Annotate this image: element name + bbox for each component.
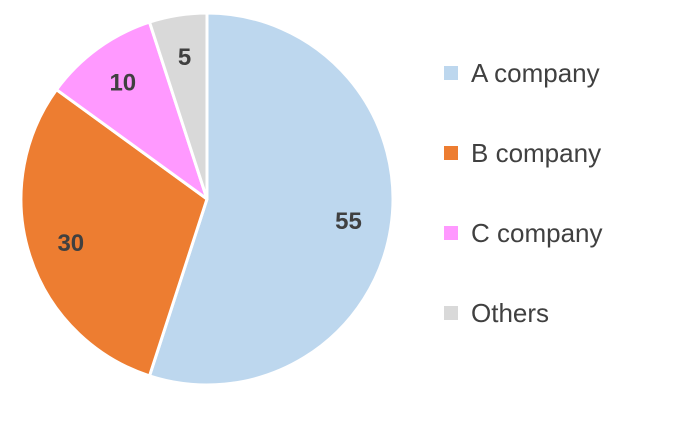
data-label-others: 5 [178, 44, 191, 71]
pie-data-labels: 55 30 10 5 [57, 44, 361, 257]
legend-swatch [444, 66, 458, 80]
pie-slice-b-company [19, 88, 209, 378]
legend: A company B company C company Others [444, 58, 603, 328]
pie-slice-others [148, 11, 209, 201]
legend-item-b-company: B company [444, 138, 601, 168]
pie-slice-c-company [55, 20, 209, 201]
legend-item-others: Others [444, 298, 549, 328]
data-label-c-company: 10 [109, 70, 136, 97]
data-label-b-company: 30 [57, 230, 84, 257]
data-label-a-company: 55 [335, 208, 362, 235]
legend-item-c-company: C company [444, 218, 603, 248]
legend-label: C company [471, 218, 603, 248]
pie-slice-a-company [148, 11, 395, 387]
legend-swatch [444, 146, 458, 160]
legend-label: Others [471, 298, 549, 328]
legend-item-a-company: A company [444, 58, 600, 88]
legend-label: B company [471, 138, 601, 168]
pie-slices [19, 11, 395, 387]
legend-swatch [444, 226, 458, 240]
legend-label: A company [471, 58, 600, 88]
legend-swatch [444, 306, 458, 320]
